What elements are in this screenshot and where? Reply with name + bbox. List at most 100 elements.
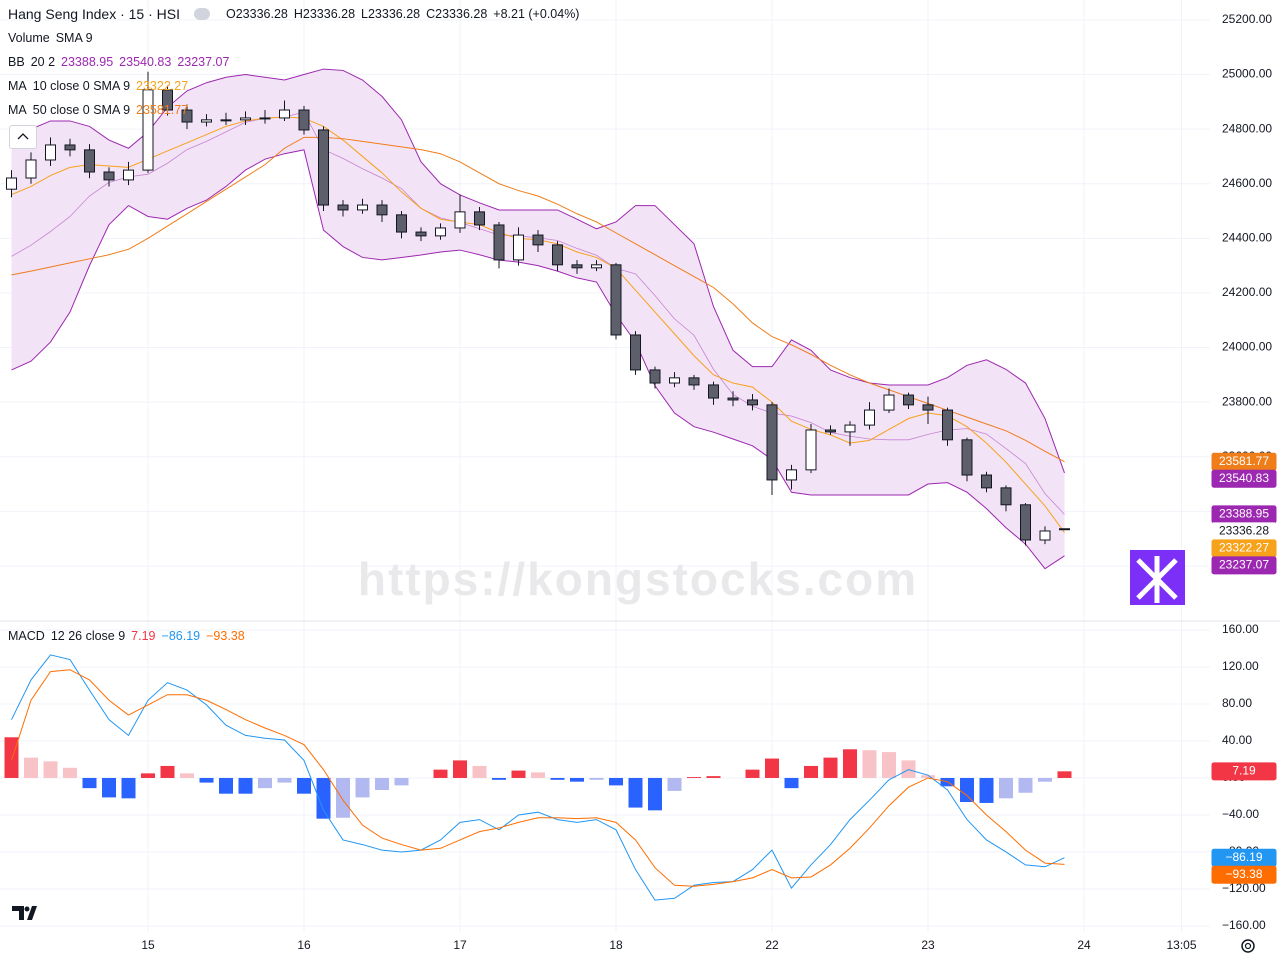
histogram-bar bbox=[336, 777, 350, 818]
histogram-bar bbox=[199, 777, 214, 783]
candle-body bbox=[454, 211, 466, 229]
histogram-bar bbox=[823, 757, 838, 778]
candle-body bbox=[123, 169, 134, 181]
y-tick-label: 120.00 bbox=[1222, 659, 1259, 673]
price-tag-label: −86.19 bbox=[1225, 850, 1262, 864]
price-tags: 23581.77 23540.83 23388.95 23336.28 23322.27… bbox=[1211, 452, 1277, 884]
candle-body bbox=[1059, 528, 1070, 531]
legend-bb[interactable]: BB 20 2 23388.95 23540.83 23237.07 bbox=[8, 55, 229, 69]
bollinger-fill bbox=[11, 69, 1065, 569]
candle-body bbox=[357, 204, 368, 211]
legend-volume[interactable]: Volume SMA 9 bbox=[8, 31, 93, 45]
y-tick-label: 25200.00 bbox=[1222, 12, 1272, 26]
histogram-bar bbox=[121, 777, 136, 799]
chevron-icon bbox=[17, 133, 29, 140]
legend-macd[interactable]: MACD 12 26 close 9 7.19 −86.19 −93.38 bbox=[8, 629, 245, 643]
indicator-name: BB bbox=[8, 55, 25, 69]
x-tick-label: 23 bbox=[921, 938, 935, 952]
candle-body bbox=[649, 369, 661, 384]
y-tick-label: 40.00 bbox=[1222, 733, 1252, 747]
marks bbox=[4, 68, 1072, 901]
price-tag-label: 23388.95 bbox=[1219, 507, 1269, 521]
histogram-bar bbox=[238, 777, 253, 794]
indicator-params: SMA 9 bbox=[55, 31, 93, 45]
price-tag-label: −93.38 bbox=[1225, 867, 1262, 881]
legend-ma10[interactable]: MA 10 close 0 SMA 9 23322.27 bbox=[8, 79, 188, 93]
settings-icon[interactable] bbox=[1241, 939, 1255, 953]
histogram-bar bbox=[979, 777, 994, 803]
histogram-bar bbox=[511, 770, 526, 778]
histogram-bar bbox=[219, 777, 233, 794]
candle-body bbox=[259, 117, 271, 120]
candle-body bbox=[84, 149, 95, 173]
ohlc-high: H23336.28 bbox=[293, 7, 356, 21]
histogram-bar bbox=[1018, 777, 1033, 793]
bollinger-lower bbox=[11, 149, 1065, 570]
candle-body bbox=[805, 429, 817, 471]
histogram-bar bbox=[258, 777, 272, 789]
collapse-legend-button[interactable] bbox=[9, 125, 37, 149]
histogram-bar bbox=[43, 761, 58, 778]
histogram-bar bbox=[82, 777, 97, 789]
histogram-bar bbox=[960, 777, 974, 803]
candle-body bbox=[474, 211, 485, 226]
candle-body bbox=[1039, 530, 1051, 541]
indicator-name: MA bbox=[8, 79, 27, 93]
candle-body bbox=[64, 144, 76, 151]
price-tag bbox=[1211, 556, 1277, 575]
candle-body bbox=[493, 224, 505, 261]
histogram-bar bbox=[297, 777, 311, 794]
histogram-bar bbox=[882, 752, 896, 778]
histogram-bar bbox=[999, 777, 1013, 799]
histogram-bar bbox=[648, 777, 662, 811]
histogram-bar bbox=[102, 777, 116, 798]
visibility-toggle[interactable] bbox=[194, 8, 210, 20]
candle-body bbox=[708, 384, 719, 399]
histogram-bar bbox=[4, 737, 19, 778]
candle-body bbox=[786, 469, 797, 481]
price-tag-label: 7.19 bbox=[1232, 763, 1256, 777]
candle-body bbox=[103, 171, 115, 181]
candle-body bbox=[220, 119, 232, 122]
histogram-bar bbox=[628, 777, 643, 808]
legend-ma50[interactable]: MA 50 close 0 SMA 9 23581.77 bbox=[8, 103, 188, 117]
candle-body bbox=[942, 409, 953, 441]
histogram-bar bbox=[160, 765, 175, 778]
ohlc-change: +8.21 (+0.04%) bbox=[493, 7, 580, 21]
candle-body bbox=[201, 119, 212, 123]
y-tick-label: −120.00 bbox=[1222, 881, 1266, 895]
candle-body bbox=[903, 394, 914, 406]
candle-body bbox=[532, 234, 544, 246]
candle-body bbox=[981, 474, 992, 489]
candle-body bbox=[688, 377, 700, 386]
x-tick-label: 17 bbox=[453, 938, 467, 952]
symbol-title[interactable]: Hang Seng Index · 15 · HSI bbox=[8, 6, 180, 22]
histogram-bar bbox=[687, 777, 701, 778]
indicator-params: 10 close 0 SMA 9 bbox=[32, 79, 131, 93]
indicator-value: 7.19 bbox=[131, 629, 156, 643]
y-tick-label: 160.00 bbox=[1222, 622, 1259, 636]
histogram-bar bbox=[1038, 777, 1052, 782]
y-tick-label: 25000.00 bbox=[1222, 67, 1272, 81]
candle-body bbox=[747, 399, 758, 406]
histogram-bar bbox=[706, 776, 721, 778]
histogram-bar bbox=[394, 777, 409, 786]
price-tag bbox=[1211, 762, 1277, 781]
x-tick-label: 16 bbox=[297, 938, 311, 952]
bollinger-upper bbox=[11, 68, 1065, 474]
site-logo bbox=[1130, 550, 1185, 605]
price-tag bbox=[1211, 469, 1277, 488]
histogram-bar bbox=[589, 777, 604, 780]
price-tag-label: 23336.28 bbox=[1219, 524, 1269, 538]
signal-line bbox=[11, 669, 1065, 887]
price-tag-label: 23322.27 bbox=[1219, 541, 1269, 555]
candle-body bbox=[766, 404, 778, 481]
macd-pane bbox=[4, 654, 1072, 901]
histogram-bar bbox=[63, 767, 77, 778]
x-tick-label: 24 bbox=[1077, 938, 1091, 952]
candle-body bbox=[864, 409, 875, 426]
candle-body bbox=[610, 264, 622, 336]
histogram-bar bbox=[180, 773, 194, 778]
candle-body bbox=[162, 89, 173, 111]
